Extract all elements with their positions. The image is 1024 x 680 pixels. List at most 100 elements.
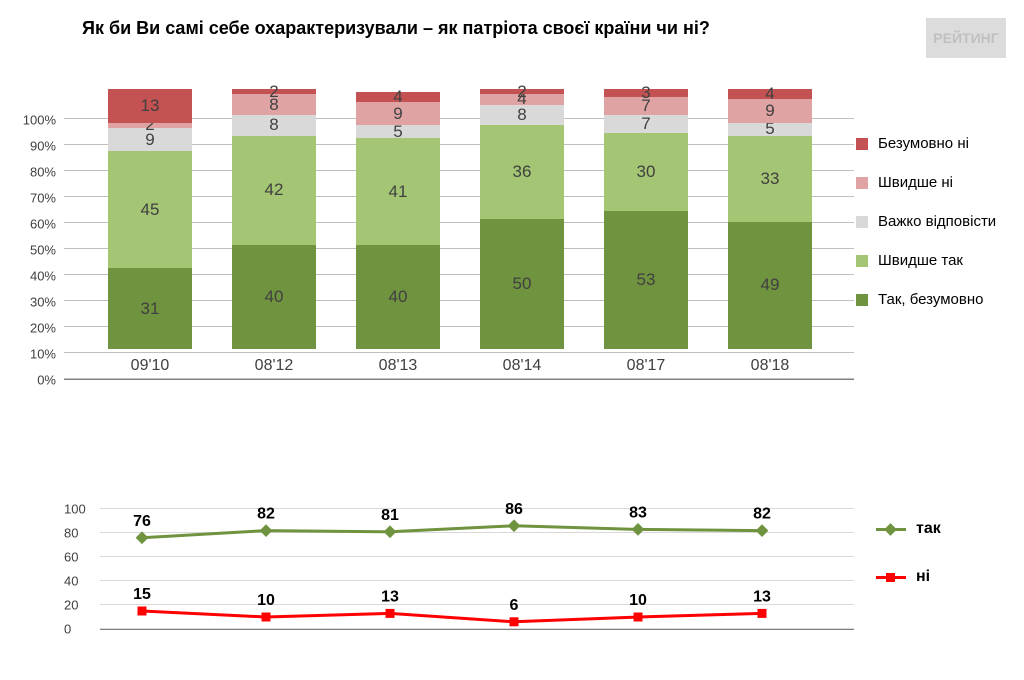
x-tick-label: 08'13 xyxy=(356,357,440,375)
data-label: 81 xyxy=(381,507,399,524)
legend-item: Важко відповісти xyxy=(856,213,1006,230)
line-svg: 76828186838215101361013 xyxy=(100,489,854,649)
legend-swatch xyxy=(856,177,868,189)
y-tick-label: 80% xyxy=(30,165,56,180)
legend-label: Безумовно ні xyxy=(878,135,969,152)
legend-item: Швидше так xyxy=(856,252,1006,269)
legend-swatch xyxy=(856,255,868,267)
y-tick-label: 100 xyxy=(64,502,86,517)
bar-group: 533077308'17 xyxy=(604,89,688,349)
y-tick-label: 40% xyxy=(30,269,56,284)
series-marker xyxy=(510,617,519,626)
y-tick-label: 60% xyxy=(30,217,56,232)
y-tick-label: 80 xyxy=(64,526,78,541)
data-label: 13 xyxy=(753,588,771,605)
series-marker xyxy=(260,524,273,537)
legend-line-icon xyxy=(876,528,906,531)
legend-marker-icon xyxy=(884,523,897,536)
series-line xyxy=(142,611,762,622)
y-tick-label: 30% xyxy=(30,295,56,310)
bar-segment: 45 xyxy=(108,151,192,268)
bar-segment: 7 xyxy=(604,115,688,133)
bar-group: 3145921309'10 xyxy=(108,89,192,349)
line-plot-area: 02040608010076828186838215101361013 xyxy=(100,510,854,630)
legend-label: ні xyxy=(916,568,930,586)
data-label: 13 xyxy=(381,588,399,605)
series-marker xyxy=(386,609,395,618)
bar-group: 503684208'14 xyxy=(480,89,564,349)
series-marker xyxy=(262,613,271,622)
x-tick-label: 08'14 xyxy=(480,357,564,375)
logo: РЕЙТИНГ xyxy=(926,18,1006,58)
bar-segment: 8 xyxy=(232,115,316,136)
bar-group: 493359408'18 xyxy=(728,89,812,349)
y-tick-label: 50% xyxy=(30,243,56,258)
y-tick-label: 100% xyxy=(23,113,56,128)
bar-group: 404159408'13 xyxy=(356,89,440,349)
bar-segment: 2 xyxy=(232,89,316,94)
data-label: 86 xyxy=(505,501,523,518)
bar-segment: 33 xyxy=(728,136,812,222)
series-marker xyxy=(632,523,645,536)
bar-segment: 3 xyxy=(604,89,688,97)
gridline xyxy=(64,378,854,379)
line-chart: 02040608010076828186838215101361013 xyxy=(100,498,854,648)
legend-item: ні xyxy=(876,568,1006,586)
y-tick-label: 70% xyxy=(30,191,56,206)
stacked-bar-chart: 0%10%20%30%40%50%60%70%80%90%100% 314592… xyxy=(64,120,854,410)
y-tick-label: 40 xyxy=(64,574,78,589)
y-axis: 0%10%20%30%40%50%60%70%80%90%100% xyxy=(8,120,64,380)
data-label: 6 xyxy=(510,597,519,614)
legend-swatch xyxy=(856,294,868,306)
series-marker xyxy=(508,519,521,532)
bar-segment: 13 xyxy=(108,89,192,123)
y-tick-label: 0% xyxy=(37,373,56,388)
legend-swatch xyxy=(856,216,868,228)
line-chart-legend: так ні xyxy=(876,520,1006,616)
x-tick-label: 09'10 xyxy=(108,357,192,375)
bar-segment: 41 xyxy=(356,138,440,245)
data-label: 83 xyxy=(629,504,647,521)
data-label: 82 xyxy=(257,506,275,523)
bar-segment: 50 xyxy=(480,219,564,349)
bar-segment: 2 xyxy=(108,123,192,128)
bar-segment: 4 xyxy=(728,89,812,99)
data-label: 10 xyxy=(257,592,275,609)
series-marker xyxy=(756,524,769,537)
y-tick-label: 90% xyxy=(30,139,56,154)
legend-item: Так, безумовно xyxy=(856,291,1006,308)
legend-label: Швидше ні xyxy=(878,174,953,191)
legend-item: Безумовно ні xyxy=(856,135,1006,152)
legend-item: Швидше ні xyxy=(856,174,1006,191)
legend-label: так xyxy=(916,520,941,538)
series-marker xyxy=(136,531,149,544)
data-label: 10 xyxy=(629,592,647,609)
data-label: 76 xyxy=(133,513,151,530)
x-tick-label: 08'12 xyxy=(232,357,316,375)
bar-segment: 36 xyxy=(480,125,564,219)
series-line xyxy=(142,526,762,538)
series-marker xyxy=(634,613,643,622)
bar-segment: 5 xyxy=(728,123,812,136)
legend-label: Важко відповісти xyxy=(878,213,996,230)
legend-swatch xyxy=(856,138,868,150)
bar-segment: 4 xyxy=(356,92,440,102)
legend-label: Так, безумовно xyxy=(878,291,983,308)
series-marker xyxy=(138,607,147,616)
series-marker xyxy=(384,525,397,538)
legend-item: так xyxy=(876,520,1006,538)
y-tick-label: 10% xyxy=(30,347,56,362)
series-marker xyxy=(758,609,767,618)
bar-segment: 31 xyxy=(108,268,192,349)
y-tick-label: 20% xyxy=(30,321,56,336)
gridline xyxy=(64,352,854,353)
y-tick-label: 60 xyxy=(64,550,78,565)
bar-segment: 42 xyxy=(232,136,316,245)
data-label: 82 xyxy=(753,506,771,523)
x-tick-label: 08'17 xyxy=(604,357,688,375)
plot-area: 3145921309'10404288208'12404159408'13503… xyxy=(64,120,854,380)
stacked-chart-legend: Безумовно ні Швидше ні Важко відповісти Шви… xyxy=(856,135,1006,330)
bar-segment: 53 xyxy=(604,211,688,349)
bar-segment: 49 xyxy=(728,222,812,349)
x-tick-label: 08'18 xyxy=(728,357,812,375)
